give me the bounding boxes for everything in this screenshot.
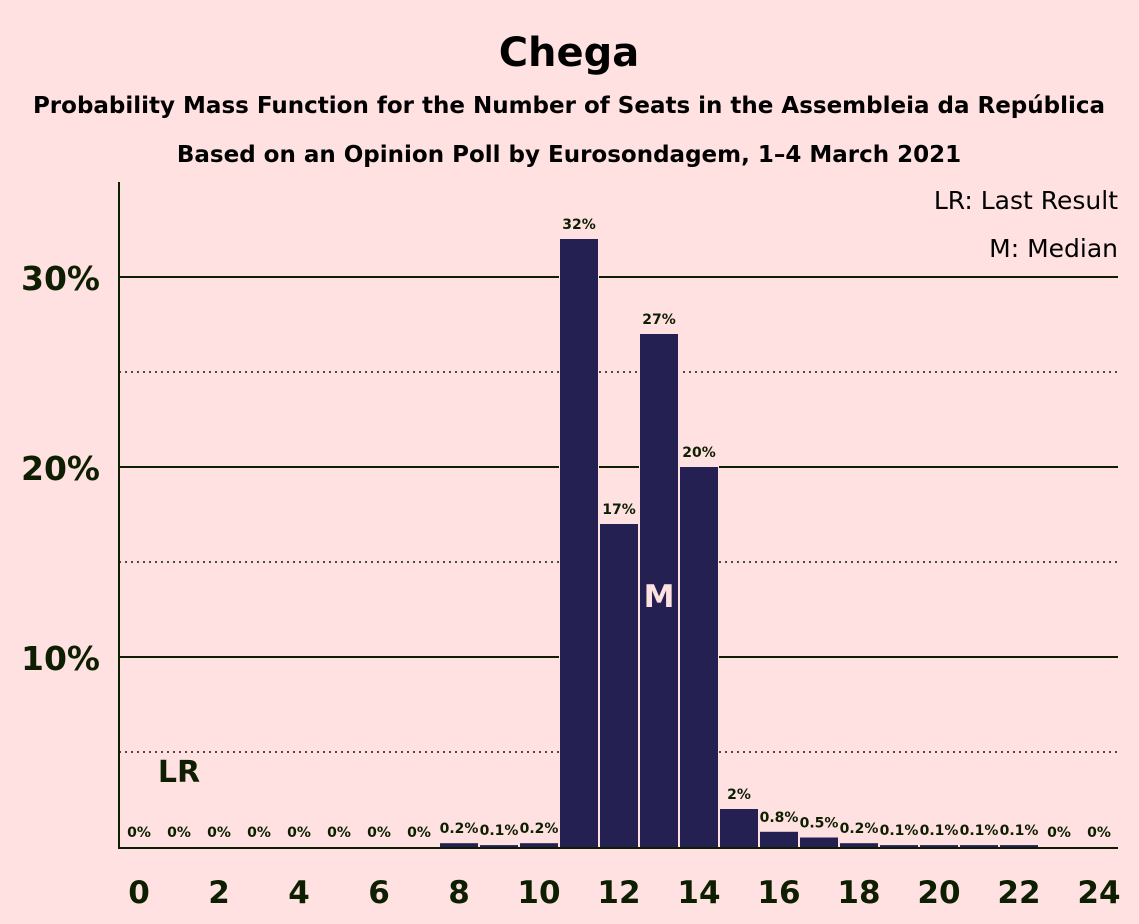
bar-seat-10 [520,843,558,847]
bar-seat-11 [560,239,598,847]
x-tick-label: 0 [128,875,150,911]
data-label-seat-10: 0.2% [520,821,559,837]
bar-seat-19 [880,845,918,847]
data-label-seat-0: 0% [127,825,151,841]
chart-subtitle: Probability Mass Function for the Number… [33,93,1105,119]
data-label-seat-2: 0% [207,825,231,841]
data-label-seat-5: 0% [327,825,351,841]
bar-seat-12 [600,524,638,847]
y-tick-label: 30% [21,259,100,298]
bar-seat-9 [480,845,518,847]
x-tick-label: 2 [208,875,230,911]
data-label-seat-13: 27% [642,312,676,328]
data-label-seat-4: 0% [287,825,311,841]
data-label-seat-23: 0% [1047,825,1071,841]
data-label-seat-19: 0.1% [880,823,919,839]
x-tick-label: 6 [368,875,390,911]
bar-seat-16 [760,831,798,847]
x-tick-label: 22 [997,875,1040,911]
chart-subtitle-poll: Based on an Opinion Poll by Eurosondagem… [177,142,961,168]
data-label-seat-1: 0% [167,825,191,841]
legend-last-result: LR: Last Result [934,186,1118,215]
x-tick-label: 24 [1077,875,1120,911]
data-label-seat-8: 0.2% [440,821,479,837]
x-tick-label: 18 [837,875,880,911]
data-label-seat-3: 0% [247,825,271,841]
x-tick-label: 16 [757,875,800,911]
y-tick-label: 20% [21,449,100,488]
x-tick-label: 12 [597,875,640,911]
chart-title: Chega [499,30,640,76]
data-label-seat-6: 0% [367,825,391,841]
bar-seat-14 [680,467,718,847]
data-label-seat-9: 0.1% [480,823,519,839]
tick-labels: 10%20%30%0 2 4 6 8 10 12 14 16 18 20 22 24 [21,259,1121,911]
data-label-seat-18: 0.2% [840,821,879,837]
data-label-seat-20: 0.1% [920,823,959,839]
x-tick-label: 20 [917,875,960,911]
bar-seat-21 [960,845,998,847]
bar-seat-13 [640,334,678,847]
x-tick-label: 14 [677,875,720,911]
data-label-seat-15: 2% [727,787,751,803]
axes [118,182,1118,849]
x-tick-label: 4 [288,875,310,911]
bar-seat-15 [720,809,758,847]
x-tick-label: 10 [517,875,560,911]
bar-seat-22 [1000,845,1038,847]
data-label-seat-16: 0.8% [760,810,799,826]
data-label-seat-7: 0% [407,825,431,841]
last-result-marker: LR [158,755,200,790]
data-label-seat-21: 0.1% [960,823,999,839]
data-label-seat-12: 17% [602,502,636,518]
data-label-seat-17: 0.5% [800,816,839,832]
bars [439,238,1039,847]
data-label-seat-14: 20% [682,445,716,461]
bar-seat-20 [920,845,958,847]
legend-median: M: Median [989,234,1118,263]
median-marker: M [644,579,675,615]
data-label-seat-22: 0.1% [1000,823,1039,839]
x-tick-label: 8 [448,875,470,911]
bar-seat-8 [440,843,478,847]
data-label-seat-11: 32% [562,217,596,233]
bar-seat-18 [840,843,878,847]
bar-seat-17 [800,837,838,847]
data-labels: 0% 0% 0% 0% 0% 0% 0% 0% 0.2% 0.1% 0.2%32%17%27%20%… [127,217,1111,841]
data-label-seat-24: 0% [1087,825,1111,841]
y-tick-label: 10% [21,639,100,678]
